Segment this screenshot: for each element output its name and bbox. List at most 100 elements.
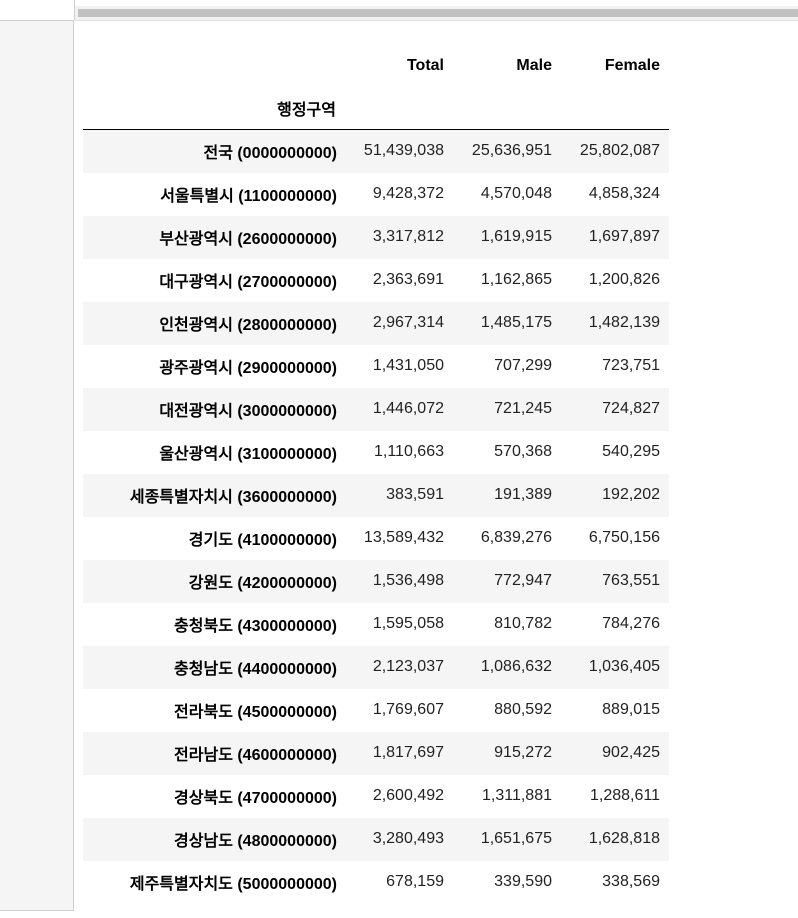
cell-female: 784,276	[602, 615, 660, 632]
cell-total: 2,363,691	[372, 271, 444, 288]
cell-male: 1,619,915	[480, 228, 552, 245]
cell-male: 6,839,276	[480, 529, 552, 546]
cell-total: 9,428,372	[372, 185, 444, 202]
cell-total: 51,439,038	[363, 142, 444, 160]
table-row: 울산광역시 (3100000000) 1,110,663 570,368 540,29…	[83, 430, 669, 474]
cell-female: 889,015	[602, 701, 660, 718]
cell-total: 2,123,037	[372, 658, 444, 675]
cell-female: 338,569	[602, 873, 660, 890]
table-row: 경상북도 (4700000000) 2,600,492 1,311,881 1,288…	[83, 774, 669, 818]
table-row: 경기도 (4100000000) 13,589,432 6,839,276 6,750…	[83, 516, 669, 560]
cell-male: 880,592	[494, 701, 552, 718]
cell-total: 1,110,663	[374, 443, 444, 460]
cell-female: 540,295	[602, 443, 660, 460]
dataframe-table: Total Male Female 행정구역 전국 (0000000000) 51…	[83, 45, 669, 904]
output-top-border	[75, 20, 798, 21]
cell-male: 915,272	[494, 744, 552, 761]
table-row: 전국 (0000000000) 51,439,038 25,636,951 25,80…	[83, 129, 669, 173]
index-name-header: 행정구역	[277, 102, 336, 119]
cell-female: 192,202	[602, 486, 660, 503]
cell-female: 1,697,897	[588, 228, 660, 245]
row-index-label: 전라남도 (4600000000)	[174, 747, 337, 764]
cell-total: 1,536,498	[372, 572, 444, 589]
cell-male: 4,570,048	[480, 185, 552, 202]
cell-male: 570,368	[494, 443, 552, 460]
cell-male: 707,299	[494, 357, 552, 374]
cell-male: 772,947	[494, 572, 552, 589]
cell-total: 3,317,812	[372, 228, 444, 245]
cell-total: 2,600,492	[372, 787, 444, 804]
row-index-label: 광주광역시 (2900000000)	[159, 360, 337, 377]
cell-female: 1,288,611	[590, 787, 660, 804]
table-row: 충청남도 (4400000000) 2,123,037 1,086,632 1,036…	[83, 645, 669, 689]
row-index-label: 부산광역시 (2600000000)	[159, 231, 337, 248]
table-body: 전국 (0000000000) 51,439,038 25,636,951 25,80…	[83, 129, 669, 904]
cell-male: 1,651,675	[480, 830, 552, 847]
table-row: 인천광역시 (2800000000) 2,967,314 1,485,175 1,48…	[83, 301, 669, 345]
cell-total: 13,589,432	[363, 529, 444, 546]
cell-female: 902,425	[602, 744, 660, 761]
table-row: 광주광역시 (2900000000) 1,431,050 707,299 723,75…	[83, 344, 669, 388]
cell-female: 763,551	[602, 572, 660, 589]
table-row: 경상남도 (4800000000) 3,280,493 1,651,675 1,628…	[83, 817, 669, 861]
cell-female: 724,827	[602, 400, 660, 417]
cell-total: 1,446,072	[372, 400, 444, 417]
row-index-label: 세종특별자치시 (3600000000)	[129, 489, 337, 506]
row-index-label: 강원도 (4200000000)	[188, 575, 337, 592]
cell-male: 1,311,881	[482, 787, 552, 804]
row-index-label: 충청북도 (4300000000)	[174, 618, 337, 635]
table-row: 강원도 (4200000000) 1,536,498 772,947 763,551	[83, 559, 669, 603]
row-index-label: 인천광역시 (2800000000)	[159, 317, 337, 334]
row-index-label: 전라북도 (4500000000)	[174, 704, 337, 721]
row-index-label: 경상북도 (4700000000)	[174, 790, 337, 807]
column-header-total: Total	[406, 57, 444, 74]
index-name-row: 행정구역	[83, 87, 669, 130]
cell-female: 6,750,156	[588, 529, 660, 546]
cell-female: 1,482,139	[588, 314, 660, 331]
cell-total: 2,967,314	[372, 314, 444, 331]
table-row: 세종특별자치시 (3600000000) 383,591 191,389 192,20…	[83, 473, 669, 517]
horizontal-scrollbar-thumb[interactable]	[78, 9, 798, 17]
table-row: 제주특별자치도 (5000000000) 678,159 339,590 338,56…	[83, 860, 669, 904]
column-header-male: Male	[516, 57, 552, 74]
table-row: 대구광역시 (2700000000) 2,363,691 1,162,865 1,20…	[83, 258, 669, 302]
row-index-label: 대전광역시 (3000000000)	[159, 403, 337, 420]
cell-total: 678,159	[386, 873, 444, 890]
cell-total: 1,769,607	[372, 701, 444, 718]
cell-prompt-gutter	[0, 20, 74, 911]
table-row: 전라북도 (4500000000) 1,769,607 880,592 889,015	[83, 688, 669, 732]
cell-total: 383,591	[386, 486, 444, 503]
column-header-row: Total Male Female	[83, 45, 669, 87]
row-index-label: 울산광역시 (3100000000)	[159, 446, 337, 463]
cell-total: 3,280,493	[372, 830, 444, 847]
table-row: 서울특별시 (1100000000) 9,428,372 4,570,048 4,85…	[83, 172, 669, 216]
row-index-label: 전국 (0000000000)	[203, 145, 337, 163]
row-index-label: 대구광역시 (2700000000)	[159, 274, 337, 291]
cell-female: 723,751	[602, 357, 660, 374]
cell-total: 1,595,058	[372, 615, 444, 632]
cell-female: 4,858,324	[588, 185, 660, 202]
cell-male: 810,782	[494, 615, 552, 632]
cell-male: 25,636,951	[471, 142, 552, 160]
cell-male: 721,245	[494, 400, 552, 417]
row-index-label: 경상남도 (4800000000)	[174, 833, 337, 850]
blank-header-cell	[83, 45, 345, 87]
cell-female: 25,802,087	[579, 142, 660, 160]
cell-male: 191,389	[494, 486, 552, 503]
row-index-label: 서울특별시 (1100000000)	[160, 188, 337, 205]
table-row: 대전광역시 (3000000000) 1,446,072 721,245 724,82…	[83, 387, 669, 431]
cell-total: 1,817,697	[372, 744, 444, 761]
cell-male: 1,485,175	[480, 314, 552, 331]
row-index-label: 제주특별자치도 (5000000000)	[129, 876, 337, 893]
row-index-label: 충청남도 (4400000000)	[174, 661, 337, 678]
table-row: 부산광역시 (2600000000) 3,317,812 1,619,915 1,69…	[83, 215, 669, 259]
cell-male: 1,162,865	[480, 271, 552, 288]
table-row: 전라남도 (4600000000) 1,817,697 915,272 902,425	[83, 731, 669, 775]
cell-female: 1,200,826	[588, 271, 660, 288]
cell-male: 339,590	[494, 873, 552, 890]
cell-total: 1,431,050	[372, 357, 444, 374]
cell-female: 1,628,818	[588, 830, 660, 847]
cell-male: 1,086,632	[480, 658, 552, 675]
table-row: 충청북도 (4300000000) 1,595,058 810,782 784,276	[83, 602, 669, 646]
row-index-label: 경기도 (4100000000)	[188, 532, 337, 549]
